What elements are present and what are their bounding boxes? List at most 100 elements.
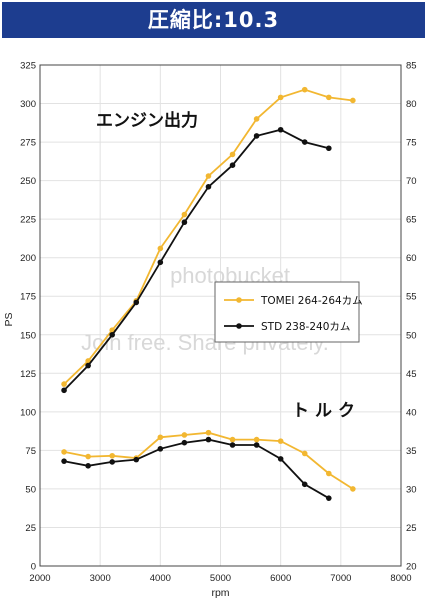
y-tick-label-right: 70: [406, 176, 417, 187]
data-point: [301, 450, 308, 457]
data-point: [253, 436, 260, 443]
data-point: [205, 173, 212, 179]
chart-title: 圧縮比:10.3: [2, 2, 425, 38]
y-tick-label-left: 275: [20, 138, 36, 149]
y-tick-label-right: 30: [406, 484, 417, 495]
data-point: [326, 470, 332, 477]
y-tick-label-right: 25: [406, 523, 417, 534]
series-torque-std: [61, 436, 332, 501]
data-point: [61, 381, 67, 387]
data-point: [61, 449, 67, 455]
y-tick-label-right: 50: [406, 330, 417, 341]
data-point: [326, 94, 332, 101]
data-point: [157, 259, 164, 266]
series-line: [63, 438, 330, 499]
x-tick-label: 7000: [330, 573, 351, 584]
data-point: [61, 458, 67, 464]
data-point: [253, 442, 260, 448]
y-tick-label-left: 50: [25, 484, 36, 495]
x-tick-label: 8000: [390, 573, 411, 584]
y-tick-label-left: 250: [20, 176, 36, 187]
y-tick-label-left: 100: [20, 407, 36, 418]
y-tick-label-left: 325: [20, 61, 36, 72]
axis-ticks: 0 25 50 75 100 125 150 175 200 225 250 275 300 325 20 2…: [20, 61, 416, 585]
data-point: [85, 463, 91, 469]
x-tick-label: 6000: [270, 573, 291, 584]
data-point: [301, 481, 308, 488]
y-tick-label-right: 40: [406, 407, 417, 418]
data-point: [133, 299, 140, 306]
x-tick-label: 3000: [90, 573, 111, 584]
data-point: [277, 456, 284, 462]
data-point: [301, 86, 308, 93]
annotation-power: エンジン出力: [96, 110, 198, 131]
series-line: [63, 128, 330, 391]
legend-label: STD 238-240カム: [261, 321, 350, 333]
y-tick-label-left: 25: [25, 523, 36, 534]
y-tick-label-right: 20: [406, 562, 417, 573]
y-tick-label-left: 225: [20, 215, 36, 226]
x-tick-label: 4000: [150, 573, 171, 584]
data-point: [85, 453, 91, 460]
annotation-torque: トルク: [292, 401, 361, 421]
y-tick-label-right: 85: [406, 61, 417, 72]
data-point: [109, 452, 115, 459]
y-tick-label-right: 75: [406, 138, 417, 149]
data-point: [326, 495, 332, 501]
y-tick-label-left: 300: [20, 99, 36, 110]
data-point: [109, 331, 115, 338]
y-tick-label-right: 55: [406, 292, 417, 303]
legend-swatch-marker: [236, 297, 242, 303]
data-point: [157, 245, 164, 252]
x-tick-label: 5000: [210, 573, 231, 584]
data-point: [181, 211, 188, 218]
data-point: [326, 145, 332, 152]
series-torque-tomei: [61, 429, 356, 492]
legend-label: TOMEI 264-264カム: [260, 295, 363, 307]
data-point: [229, 436, 236, 443]
data-point: [350, 97, 356, 104]
data-point: [85, 362, 91, 369]
data-point: [301, 139, 308, 145]
y-tick-label-right: 60: [406, 253, 417, 264]
data-point: [205, 436, 212, 443]
data-point: [229, 151, 236, 158]
data-point: [109, 459, 115, 465]
y-tick-label-left: 75: [25, 446, 36, 457]
plot-frame: [39, 64, 402, 567]
y-tick-label-right: 45: [406, 369, 417, 380]
data-point: [277, 438, 284, 444]
y-tick-label-left: 0: [31, 562, 36, 573]
y-tick-label-left: 200: [20, 253, 36, 264]
data-point: [253, 116, 260, 122]
data-point: [205, 183, 212, 190]
data-point: [205, 429, 212, 436]
x-axis-label: rpm: [211, 587, 229, 599]
data-point: [181, 432, 188, 438]
data-point: [61, 387, 67, 394]
series-power-tomei: [61, 86, 356, 387]
data-point: [277, 94, 284, 101]
data-point: [133, 456, 140, 463]
y-tick-label-left: 150: [20, 330, 36, 341]
y-tick-label-right: 80: [406, 99, 417, 110]
legend-box: [214, 281, 360, 343]
data-point: [350, 486, 356, 492]
data-point: [181, 439, 188, 446]
data-point: [181, 219, 188, 226]
y-tick-label-right: 35: [406, 446, 417, 457]
data-point: [157, 434, 164, 441]
data-point: [157, 446, 164, 452]
y-axis-label: PS: [3, 312, 15, 326]
data-point: [253, 133, 260, 139]
y-tick-label-right: 65: [406, 215, 417, 226]
series-layer: [61, 86, 356, 501]
x-tick-label: 2000: [29, 573, 50, 584]
y-tick-label-left: 125: [20, 369, 36, 380]
y-tick-label-left: 175: [20, 292, 36, 303]
legend: TOMEI 264-264カム STD 238-240カム: [214, 281, 363, 343]
data-point: [229, 442, 236, 448]
data-point: [229, 162, 236, 168]
legend-swatch-marker: [236, 323, 242, 329]
